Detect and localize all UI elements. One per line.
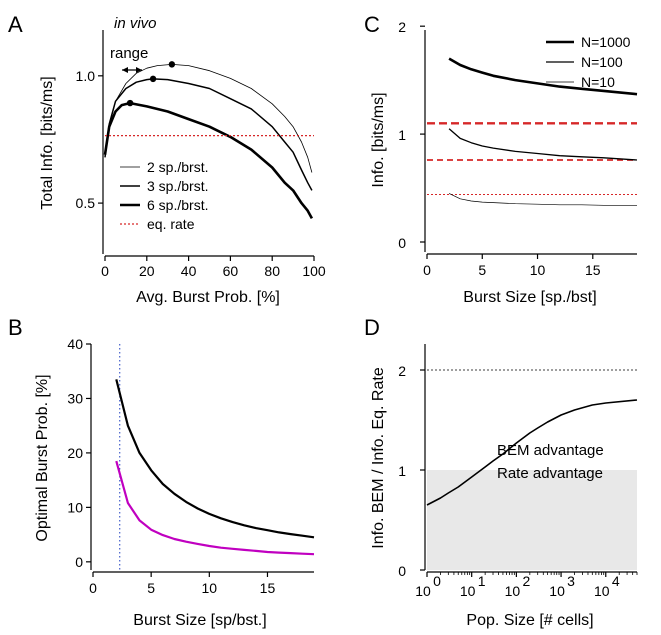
- y-tick-label: 2: [398, 363, 406, 379]
- panel-b-plot: [115, 344, 315, 570]
- panel-d-label: D: [364, 315, 380, 340]
- x-tick-exponent: 0: [433, 573, 441, 589]
- panel-c-legend: N=1000 N=100 N=10: [546, 34, 631, 90]
- x-tick-label: 40: [181, 263, 197, 279]
- x-tick-label: 15: [260, 580, 276, 596]
- y-tick-label: 1: [398, 463, 406, 479]
- rate-advantage-region: [427, 470, 637, 570]
- x-tick-label: 15: [585, 262, 601, 278]
- y-tick-label: 0: [75, 554, 83, 570]
- y-tick-label: 10: [67, 499, 83, 515]
- x-tick-label: 10: [549, 583, 565, 599]
- series-line: [448, 128, 638, 161]
- panel-b-label: B: [8, 315, 23, 340]
- y-tick-label: 1: [398, 127, 406, 143]
- y-tick-label: 0: [398, 563, 406, 579]
- panel-a-x-axis: 0 20 40 60 80 100: [101, 255, 326, 279]
- optimum-marker: [149, 75, 157, 83]
- panel-a: A in vivo range 0 20 40 60 80 100 0.5 1.0 Avg.…: [8, 12, 326, 306]
- panel-c-y-axis: 0 1 2: [398, 19, 426, 252]
- x-tick-label: 60: [223, 263, 239, 279]
- x-tick-label: 100: [302, 263, 326, 279]
- x-tick-exponent: 3: [567, 573, 575, 589]
- x-tick-exponent: 1: [478, 573, 486, 589]
- x-tick-label: 10: [202, 580, 218, 596]
- x-tick-label: 0: [423, 262, 431, 278]
- panel-c-y-label: Info. [bits/ms]: [370, 92, 387, 187]
- x-tick-exponent: 2: [522, 573, 530, 589]
- x-tick-label: 5: [478, 262, 486, 278]
- y-tick-label: 1.0: [76, 68, 96, 84]
- panel-d-plot: [426, 369, 638, 570]
- panel-a-plot: [103, 61, 314, 220]
- panel-d-y-axis: 0 1 2: [398, 344, 426, 579]
- panel-a-x-label: Avg. Burst Prob. [%]: [136, 289, 280, 306]
- x-tick-label: 10: [505, 583, 521, 599]
- optimum-marker: [126, 99, 134, 107]
- x-tick-label: 20: [139, 263, 155, 279]
- in-vivo-annotation: in vivo: [114, 15, 157, 32]
- series-line: [104, 78, 313, 191]
- panel-b-x-axis: 0 5 10 15: [89, 571, 314, 596]
- series-line: [103, 101, 314, 220]
- x-tick-label: 10: [415, 583, 431, 599]
- bem-advantage-label: BEM advantage: [497, 442, 604, 459]
- y-tick-label: 0.5: [76, 195, 96, 211]
- y-tick-label: 0: [398, 235, 406, 251]
- y-tick-label: 30: [67, 390, 83, 406]
- panel-b-x-label: Burst Size [sp/bst.]: [133, 612, 266, 629]
- y-tick-label: 40: [67, 336, 83, 352]
- panel-c-x-label: Burst Size [sp./bst]: [463, 289, 596, 306]
- legend-entry: 6 sp./brst.: [147, 197, 208, 213]
- x-tick-label: 10: [530, 262, 546, 278]
- panel-b-y-axis: 0 10 20 30 40: [67, 336, 92, 570]
- panel-d-y-label: Info. BEM / Info. Eq. Rate: [370, 367, 387, 549]
- x-tick-label: 0: [89, 580, 97, 596]
- panel-d: D BEM advantage Rate advantage 100101102…: [364, 315, 638, 629]
- legend-entry: N=100: [581, 54, 623, 70]
- series-line: [426, 399, 638, 506]
- series-line: [448, 57, 638, 96]
- range-arrow: [122, 67, 142, 73]
- y-tick-label: 20: [67, 445, 83, 461]
- series-line: [448, 193, 637, 206]
- legend-entry: 3 sp./brst.: [147, 178, 208, 194]
- panel-c-label: C: [364, 12, 380, 37]
- legend-entry: 2 sp./brst.: [147, 159, 208, 175]
- x-tick-label: 10: [460, 583, 476, 599]
- panel-a-label: A: [8, 12, 23, 37]
- panel-a-y-axis: 0.5 1.0: [76, 30, 104, 254]
- optimum-marker: [168, 61, 176, 68]
- panel-d-x-label: Pop. Size [# cells]: [466, 612, 593, 629]
- legend-entry: eq. rate: [147, 216, 195, 232]
- series-line: [104, 64, 313, 173]
- legend-entry: N=1000: [581, 34, 631, 50]
- panel-c-x-axis: 0 5 10 15: [423, 253, 637, 278]
- panel-c-plot: [427, 57, 638, 206]
- panel-b-y-label: Optimal Burst Prob. [%]: [34, 374, 51, 541]
- x-tick-label: 80: [264, 263, 280, 279]
- rate-advantage-label: Rate advantage: [497, 465, 603, 482]
- y-tick-label: 2: [398, 19, 406, 35]
- legend-entry: N=10: [581, 74, 615, 90]
- x-tick-label: 10: [594, 583, 610, 599]
- series-line: [115, 379, 315, 539]
- panel-c: C 0 5 10 15 0 1 2 Burst Size [sp./bst] Info. …: [364, 12, 638, 306]
- x-tick-exponent: 4: [612, 573, 620, 589]
- range-annotation: range: [110, 45, 148, 62]
- panel-a-y-label: Total Info. [bits/ms]: [39, 76, 56, 209]
- panel-a-legend: 2 sp./brst. 3 sp./brst. 6 sp./brst. eq. …: [120, 159, 208, 232]
- series-line: [115, 460, 315, 556]
- x-tick-label: 0: [101, 263, 109, 279]
- x-tick-label: 5: [147, 580, 155, 596]
